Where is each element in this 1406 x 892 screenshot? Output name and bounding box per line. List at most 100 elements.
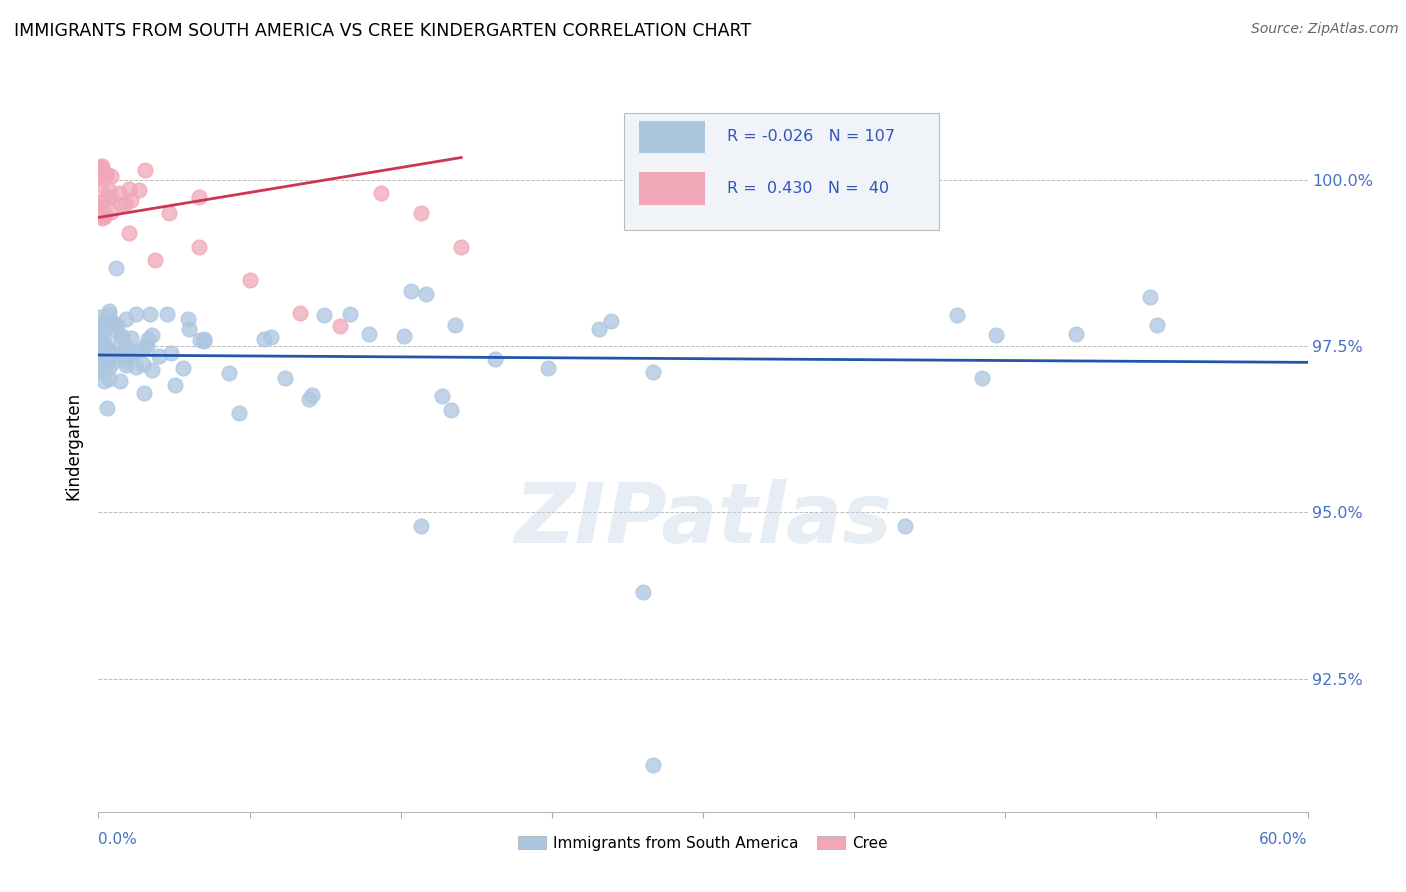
Point [188, 190, 211, 204]
Point [94, 321, 117, 335]
Point [98, 349, 121, 363]
Point [93, 317, 115, 331]
Point [91, 331, 114, 345]
FancyBboxPatch shape [638, 171, 706, 204]
Point [122, 346, 145, 360]
Point [132, 357, 155, 371]
Point [94, 362, 117, 376]
Point [110, 196, 132, 211]
Point [91, 341, 114, 355]
Point [118, 226, 141, 240]
Point [115, 340, 138, 354]
Point [301, 388, 323, 402]
Point [90, 211, 112, 225]
Point [110, 331, 132, 345]
Point [253, 332, 276, 346]
Point [98, 190, 121, 204]
Point [100, 345, 122, 359]
Point [97, 360, 120, 375]
Point [370, 186, 392, 201]
Point [105, 318, 128, 333]
Point [89, 310, 111, 324]
Point [141, 363, 163, 377]
Point [128, 183, 150, 197]
Point [399, 284, 422, 298]
Point [1064, 326, 1087, 341]
Point [97, 183, 120, 197]
Point [115, 344, 138, 359]
Point [93, 343, 115, 358]
Point [124, 360, 146, 375]
Point [115, 353, 138, 368]
Point [89, 322, 111, 336]
Point [172, 361, 194, 376]
Point [179, 321, 201, 335]
Text: R = -0.026   N = 107: R = -0.026 N = 107 [727, 129, 896, 145]
Point [93, 193, 115, 207]
Point [1146, 318, 1168, 333]
Point [90, 178, 112, 193]
Text: 60.0%: 60.0% [1260, 831, 1308, 847]
Point [134, 339, 156, 353]
Point [108, 348, 131, 362]
Point [143, 252, 166, 267]
Point [111, 349, 134, 363]
Y-axis label: Kindergarten: Kindergarten [65, 392, 83, 500]
Point [89, 343, 111, 358]
Point [134, 163, 156, 178]
Legend: Immigrants from South America, Cree: Immigrants from South America, Cree [513, 831, 893, 855]
Point [114, 358, 136, 372]
Point [93, 349, 115, 363]
Point [409, 206, 432, 220]
Point [132, 386, 155, 401]
Point [93, 211, 115, 225]
Point [138, 307, 160, 321]
Point [115, 311, 138, 326]
Point [93, 206, 115, 220]
Point [946, 309, 969, 323]
Point [1139, 290, 1161, 304]
Point [298, 392, 321, 406]
Point [93, 320, 115, 334]
Point [312, 308, 335, 322]
Point [188, 333, 211, 347]
Point [108, 186, 131, 201]
Point [193, 334, 215, 349]
Point [89, 160, 111, 174]
Point [91, 209, 114, 223]
Point [93, 166, 115, 180]
Point [641, 758, 664, 772]
Point [970, 371, 993, 385]
Point [120, 193, 142, 207]
Point [120, 331, 142, 345]
Point [641, 365, 664, 379]
Point [136, 339, 159, 353]
Point [357, 327, 380, 342]
Point [94, 168, 117, 182]
Point [440, 403, 463, 417]
FancyBboxPatch shape [638, 120, 706, 153]
Point [260, 330, 283, 344]
Point [118, 182, 141, 196]
Point [588, 322, 610, 336]
Text: Source: ZipAtlas.com: Source: ZipAtlas.com [1251, 22, 1399, 37]
Point [97, 372, 120, 386]
Point [415, 287, 437, 301]
Point [100, 204, 122, 219]
Point [339, 307, 361, 321]
Point [450, 239, 472, 253]
Point [148, 349, 170, 363]
Point [484, 352, 506, 367]
Point [329, 319, 352, 334]
Point [115, 349, 138, 363]
Text: 0.0%: 0.0% [98, 831, 138, 847]
Text: ZIPatlas: ZIPatlas [515, 479, 891, 559]
Point [94, 341, 117, 355]
Point [89, 358, 111, 372]
Point [160, 346, 183, 360]
Point [89, 200, 111, 214]
Point [94, 351, 117, 366]
Point [96, 401, 118, 415]
Point [228, 406, 250, 420]
Point [93, 375, 115, 389]
